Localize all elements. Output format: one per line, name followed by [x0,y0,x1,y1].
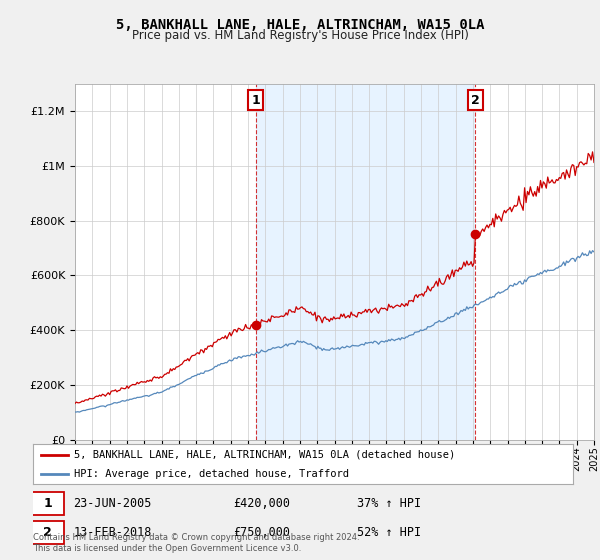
Bar [256,84,475,440]
Text: 52% ↑ HPI: 52% ↑ HPI [357,526,421,539]
Text: 1: 1 [251,94,260,106]
Text: 37% ↑ HPI: 37% ↑ HPI [357,497,421,510]
Text: 1: 1 [43,497,52,510]
Text: £420,000: £420,000 [233,497,290,510]
Text: 5, BANKHALL LANE, HALE, ALTRINCHAM, WA15 0LA (detached house): 5, BANKHALL LANE, HALE, ALTRINCHAM, WA15… [74,450,455,460]
Text: Contains HM Land Registry data © Crown copyright and database right 2024.
This d: Contains HM Land Registry data © Crown c… [33,533,359,553]
Text: 5, BANKHALL LANE, HALE, ALTRINCHAM, WA15 0LA: 5, BANKHALL LANE, HALE, ALTRINCHAM, WA15… [116,18,484,32]
Text: HPI: Average price, detached house, Trafford: HPI: Average price, detached house, Traf… [74,469,349,478]
Text: 13-FEB-2018: 13-FEB-2018 [74,526,152,539]
Text: 23-JUN-2005: 23-JUN-2005 [74,497,152,510]
Text: £750,000: £750,000 [233,526,290,539]
Text: 2: 2 [471,94,480,106]
FancyBboxPatch shape [31,492,64,515]
FancyBboxPatch shape [31,521,64,544]
Text: 2: 2 [43,526,52,539]
Text: Price paid vs. HM Land Registry's House Price Index (HPI): Price paid vs. HM Land Registry's House … [131,29,469,42]
